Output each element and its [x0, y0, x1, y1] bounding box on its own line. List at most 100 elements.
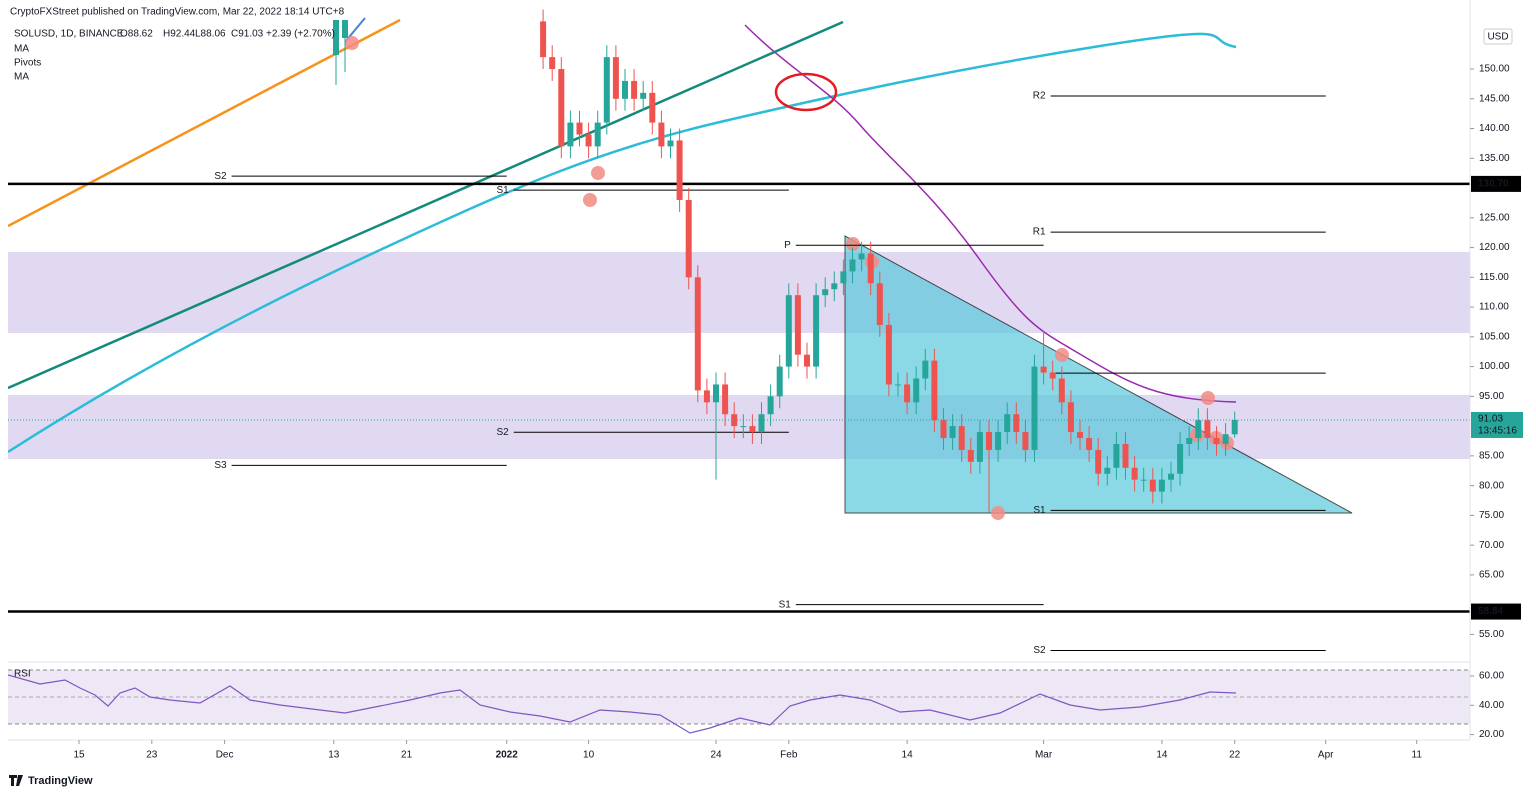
currency[interactable]: USD — [1487, 32, 1508, 43]
y-tick-label: 65.00 — [1479, 570, 1504, 581]
rsi-tick-label: 20.00 — [1479, 729, 1504, 740]
candle-body — [849, 259, 856, 272]
candle-body — [913, 378, 920, 403]
y-tick-label: 150.00 — [1479, 64, 1510, 75]
level-label: 130.70 — [1478, 179, 1509, 190]
y-tick-label: 75.00 — [1479, 510, 1504, 521]
rsi-tick-label: 60.00 — [1479, 671, 1504, 682]
candle-body — [822, 289, 829, 296]
candle-body — [922, 360, 929, 379]
zone — [8, 252, 1470, 333]
trend-line — [8, 20, 844, 390]
candle-body — [904, 384, 911, 403]
candle-body — [1204, 420, 1211, 439]
candle-body — [1231, 419, 1238, 435]
y-tick-label: 145.00 — [1479, 93, 1510, 104]
x-tick-label: Feb — [780, 750, 798, 761]
y-tick-label: 105.00 — [1479, 331, 1510, 342]
y-tick-label: 80.00 — [1479, 480, 1504, 491]
candle-body — [1049, 372, 1056, 379]
indicator: Pivots — [14, 58, 41, 69]
indicator: MA — [14, 72, 29, 83]
pivot-label: S1 — [1033, 505, 1046, 516]
candle-body — [813, 295, 820, 367]
candle-body — [540, 21, 547, 58]
x-tick-label: 22 — [1229, 750, 1241, 761]
y-tick-label: 85.00 — [1479, 451, 1504, 462]
candle-body — [576, 122, 583, 135]
y-tick-label: 140.00 — [1479, 123, 1510, 134]
ohlc-change: +2.39 (+2.70%) — [266, 29, 335, 40]
currency-box[interactable] — [1483, 28, 1513, 45]
rsi-tick-label: 40.00 — [1479, 700, 1504, 711]
x-tick-label: 23 — [146, 750, 158, 761]
candle-body — [558, 69, 565, 147]
rsi-line — [8, 674, 1237, 734]
candle-body — [1140, 479, 1147, 481]
candle-body — [1168, 473, 1174, 480]
candle-body — [1131, 467, 1138, 480]
candle-body — [631, 80, 638, 99]
brand: TradingView — [28, 775, 93, 787]
pivot-label: R2 — [1033, 91, 1046, 102]
candle-body — [876, 283, 883, 325]
x-tick-label: 14 — [1156, 750, 1168, 761]
candle-body — [885, 324, 892, 385]
candle-body — [1086, 438, 1093, 450]
symbol: SOLUSD, 1D, BINANCE — [14, 29, 124, 40]
x-tick-label: 15 — [73, 750, 85, 761]
candle-body — [658, 122, 665, 147]
highlight — [774, 72, 838, 112]
pivot-label: S2 — [214, 171, 227, 182]
candle-body — [640, 92, 647, 99]
logo — [9, 775, 23, 786]
candle-body — [1195, 420, 1202, 439]
candle-body — [567, 122, 574, 147]
candle-body — [1058, 378, 1065, 403]
x-tick-label: 21 — [401, 750, 413, 761]
candle-body — [749, 426, 756, 433]
y-tick-label: 55.00 — [1479, 629, 1504, 640]
candle-body — [667, 140, 674, 147]
last-price-label: 91.03 — [1478, 414, 1503, 425]
candle-body — [758, 414, 765, 433]
ohlc-high: H92.44 — [163, 29, 196, 40]
rsi-pane — [8, 669, 1470, 734]
candle-body — [585, 134, 592, 147]
level-badge — [1471, 175, 1521, 192]
candle-body — [858, 253, 865, 260]
ma-line — [8, 32, 1237, 454]
candle-body — [840, 271, 847, 284]
candle-body — [685, 199, 692, 278]
candle-body — [867, 253, 874, 284]
candle-body — [976, 432, 983, 462]
pivot-label: S1 — [779, 599, 792, 610]
pivot-label: S1 — [496, 185, 509, 196]
y-tick-label: 125.00 — [1479, 212, 1510, 223]
publisher: CryptoFXStreet published on TradingView.… — [10, 7, 345, 18]
candle-body — [794, 295, 801, 355]
candle-body — [1122, 443, 1129, 468]
candle-body — [804, 354, 810, 367]
pivot-label: S2 — [496, 427, 509, 438]
candle-body — [612, 57, 619, 99]
candle-body — [676, 140, 683, 200]
candle-body — [958, 426, 965, 450]
candle-body — [694, 277, 701, 391]
pivot-label: P — [784, 240, 791, 251]
ohlc-close: C91.03 — [231, 29, 264, 40]
y-tick-label: 100.00 — [1479, 361, 1510, 372]
x-tick-label: 14 — [902, 750, 914, 761]
candle-body — [740, 426, 747, 428]
candle-body — [785, 295, 792, 367]
x-tick-label: Mar — [1035, 750, 1053, 761]
candle-body — [1013, 414, 1020, 433]
candle-body — [1077, 432, 1083, 439]
x-tick-label: 2022 — [496, 750, 519, 761]
candle-body — [713, 384, 719, 403]
indicator: MA — [14, 44, 29, 55]
candle-body — [949, 426, 956, 439]
ohlc-low: L88.06 — [195, 29, 226, 40]
candle-body — [776, 366, 783, 397]
